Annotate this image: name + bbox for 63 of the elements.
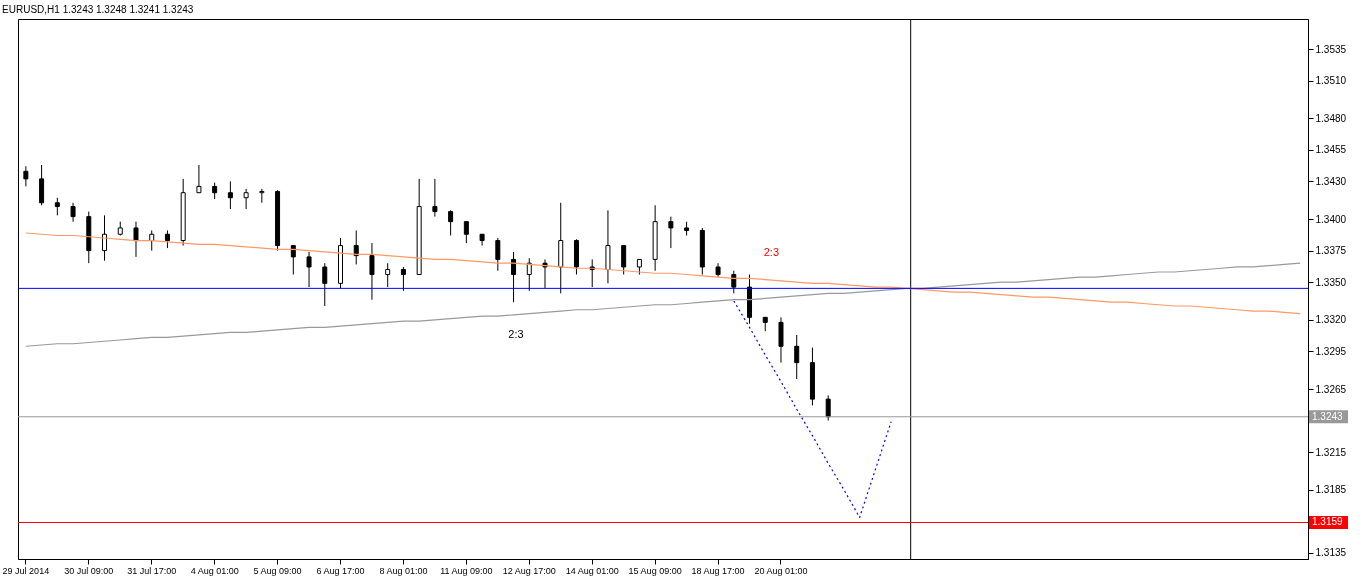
annotation: 2:3 [763, 246, 780, 259]
candlestick [23, 165, 29, 187]
line-series [733, 300, 892, 519]
candlestick [778, 316, 784, 364]
ref-line-label: 1.3159 [1312, 516, 1344, 528]
candlestick [731, 270, 737, 294]
candlestick [133, 221, 139, 258]
y-tick-label: 1.3295 [1315, 345, 1347, 357]
y-tick-label: 1.3350 [1315, 276, 1347, 288]
candlestick [794, 334, 800, 380]
y-tick-label: 1.3185 [1315, 484, 1347, 496]
candlestick [353, 229, 359, 265]
y-tick-label: 1.3400 [1315, 213, 1347, 225]
y-tick-label: 1.3375 [1315, 245, 1347, 257]
candlestick [39, 164, 45, 206]
candlestick [621, 245, 627, 276]
candlestick [479, 233, 485, 247]
x-tick-label: 31 Jul 17:00 [127, 565, 177, 576]
candlestick [668, 216, 674, 249]
y-tick-label: 1.3265 [1315, 383, 1347, 395]
y-tick-label: 1.3430 [1315, 175, 1347, 187]
candlestick [511, 251, 517, 303]
x-tick-label: 29 Jul 2014 [2, 565, 50, 576]
y-tick-label: 1.3480 [1315, 112, 1347, 124]
candlestick [385, 262, 391, 288]
y-tick-label: 1.3455 [1315, 144, 1347, 156]
candlestick [196, 164, 202, 194]
candlestick [542, 258, 548, 289]
candlestick [495, 237, 501, 272]
candlestick [448, 209, 454, 236]
ref-line-label: 1.3243 [1312, 410, 1344, 422]
x-tick-label: 15 Aug 09:00 [628, 565, 682, 576]
x-tick-label: 8 Aug 01:00 [379, 565, 428, 576]
candlestick [306, 251, 312, 288]
candlestick [605, 209, 611, 284]
candlestick [432, 178, 438, 218]
candlestick [400, 266, 406, 292]
candlestick [243, 188, 249, 210]
x-tick-label: 11 Aug 09:00 [440, 565, 493, 576]
candlestick [227, 180, 233, 210]
x-tick-label: 12 Aug 17:00 [502, 565, 556, 576]
annotation: 2:3 [508, 327, 524, 340]
x-tick-label: 4 Aug 01:00 [190, 565, 239, 576]
y-tick-label: 1.3535 [1315, 43, 1347, 55]
x-tick-label: 30 Jul 09:00 [64, 565, 114, 576]
x-tick-label: 18 Aug 17:00 [691, 565, 745, 576]
candlestick [526, 257, 532, 292]
x-tick-label: 6 Aug 17:00 [316, 565, 365, 576]
y-tick-label: 1.3215 [1315, 446, 1347, 458]
x-tick-label: 14 Aug 01:00 [565, 565, 619, 576]
x-tick-label: 20 Aug 01:00 [754, 565, 808, 576]
candlestick [463, 221, 469, 244]
candlestick [290, 245, 296, 276]
chart-title: EURUSD,H1 1.3243 1.3248 1.3241 1.3243 [2, 3, 194, 15]
candlestick [825, 394, 831, 422]
y-tick-label: 1.3320 [1315, 314, 1347, 326]
candlestick [70, 202, 76, 223]
candlestick [322, 262, 328, 307]
x-tick-label: 5 Aug 09:00 [253, 565, 302, 576]
y-tick-label: 1.3135 [1315, 547, 1347, 559]
line-series [25, 262, 1301, 347]
y-tick-label: 1.3510 [1315, 75, 1347, 87]
candlestick [369, 242, 375, 301]
